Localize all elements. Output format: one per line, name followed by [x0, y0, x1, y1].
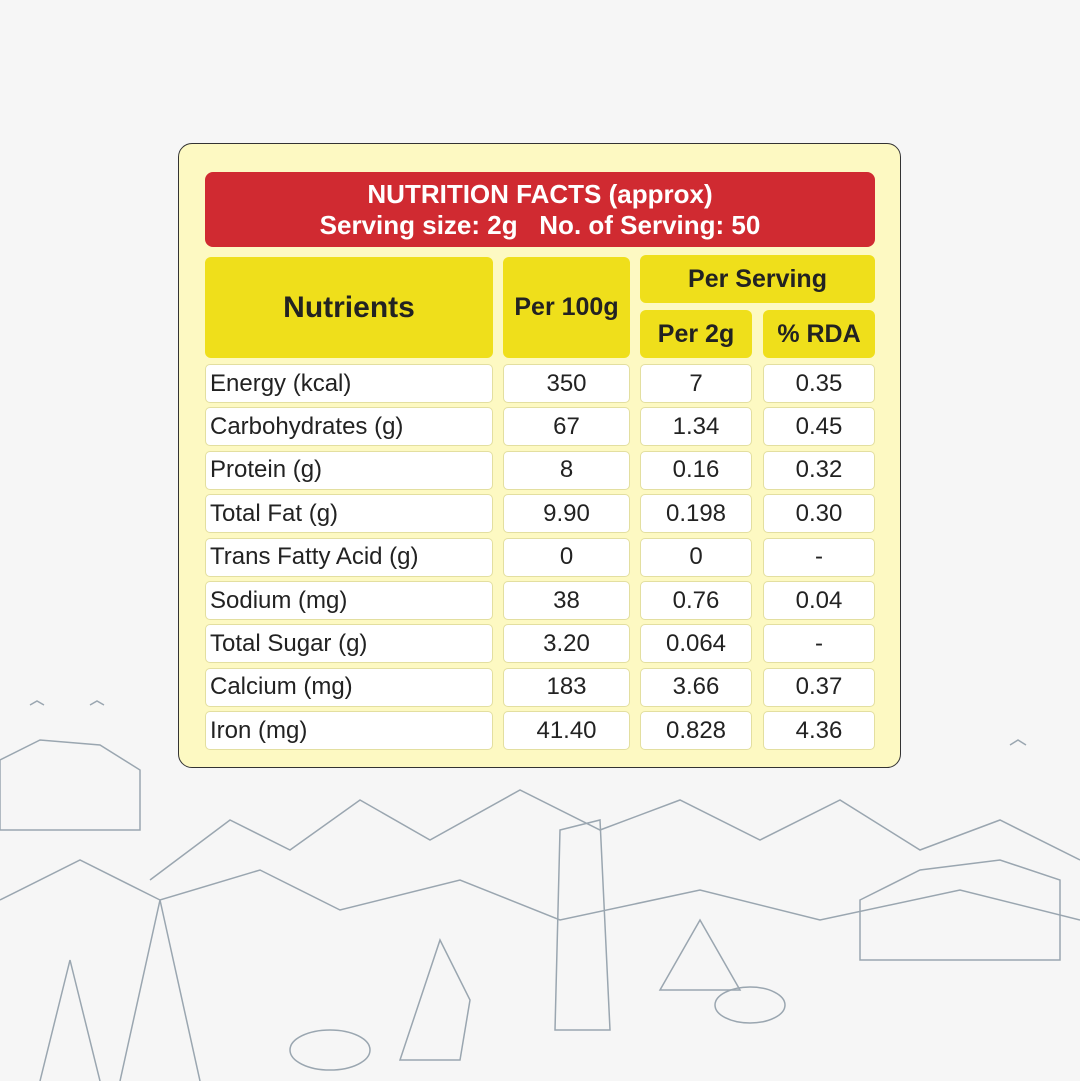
rda-cell: 0.30	[763, 494, 875, 534]
serving-info: Serving size: 2g No. of Serving: 50	[319, 209, 761, 240]
per100g-cell: 350	[503, 364, 630, 403]
rda-header: % RDA	[763, 310, 875, 358]
rda-cell: 4.36	[763, 711, 875, 751]
per2g-header: Per 2g	[640, 310, 752, 358]
nutrient-cell: Iron (mg)	[205, 711, 493, 751]
per2g-cell: 0.76	[640, 581, 752, 620]
rda-cell: 0.45	[763, 407, 875, 447]
title: NUTRITION FACTS (approx)	[367, 178, 713, 209]
per100g-header: Per 100g	[503, 257, 630, 358]
nutrient-cell: Calcium (mg)	[205, 667, 493, 707]
per100g-cell: 9.90	[503, 494, 630, 534]
rda-cell: 0.04	[763, 581, 875, 620]
per2g-cell: 0.064	[640, 624, 752, 664]
per2g-cell: 7	[640, 364, 752, 403]
rda-cell: -	[763, 537, 875, 577]
per100g-cell: 38	[503, 581, 630, 620]
nutrient-cell: Carbohydrates (g)	[205, 407, 493, 447]
per100g-cell: 67	[503, 407, 630, 447]
per2g-cell: 0.828	[640, 711, 752, 751]
nutrient-cell: Trans Fatty Acid (g)	[205, 537, 493, 577]
nutrient-cell: Total Sugar (g)	[205, 624, 493, 664]
nutrient-cell: Sodium (mg)	[205, 581, 493, 620]
per2g-cell: 3.66	[640, 667, 752, 707]
per100g-cell: 41.40	[503, 711, 630, 751]
nutrient-cell: Protein (g)	[205, 450, 493, 490]
per100g-cell: 3.20	[503, 624, 630, 664]
nutrient-cell: Energy (kcal)	[205, 364, 493, 403]
rda-cell: -	[763, 624, 875, 664]
per100g-cell: 8	[503, 450, 630, 490]
per2g-cell: 0.16	[640, 450, 752, 490]
nutrients-header: Nutrients	[205, 257, 493, 358]
rda-cell: 0.35	[763, 364, 875, 403]
rda-cell: 0.32	[763, 450, 875, 490]
nutrient-cell: Total Fat (g)	[205, 494, 493, 534]
per-serving-header: Per Serving	[640, 255, 875, 303]
per2g-cell: 1.34	[640, 407, 752, 447]
per100g-cell: 0	[503, 537, 630, 577]
title-banner: NUTRITION FACTS (approx) Serving size: 2…	[205, 172, 875, 247]
rda-cell: 0.37	[763, 667, 875, 707]
per2g-cell: 0.198	[640, 494, 752, 534]
per100g-cell: 183	[503, 667, 630, 707]
per2g-cell: 0	[640, 537, 752, 577]
